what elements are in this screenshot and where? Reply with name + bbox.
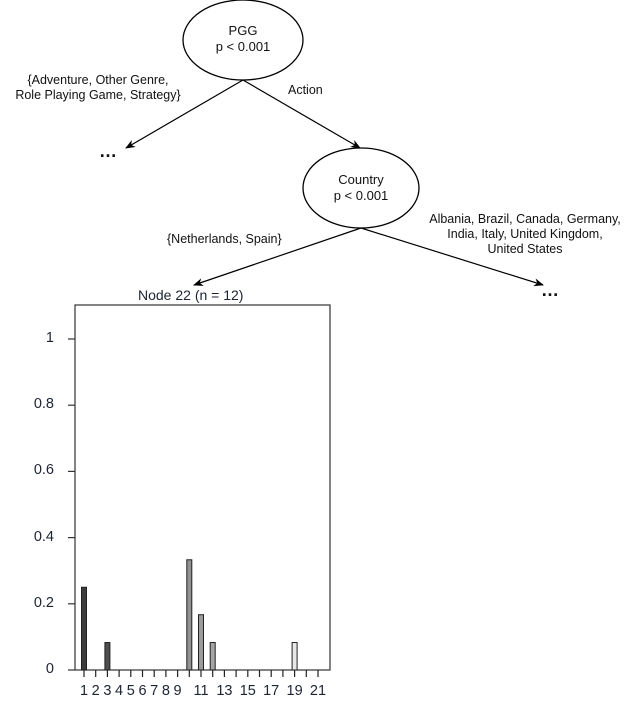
root-left-label-line1: {Adventure, Other Genre,: [27, 73, 169, 87]
y-tick-label: 0.8: [33, 396, 54, 413]
x-axis-ticks: [83, 670, 319, 677]
country-pvalue: p < 0.001: [333, 188, 389, 203]
y-tick-label: 0.4: [33, 528, 54, 545]
bar-category-11: [198, 614, 204, 671]
y-axis-ticks: [68, 338, 75, 671]
root-left-ellipsis: …: [99, 141, 119, 161]
country-right-label-line1: Albania, Brazil, Canada, Germany,: [429, 212, 621, 226]
root-left-label-line2: Role Playing Game, Strategy}: [15, 88, 181, 102]
x-tick-label: 2: [91, 683, 100, 699]
country-right-label-line2: India, Italy, United Kingdom,: [447, 227, 603, 241]
chart-bars: [81, 559, 298, 671]
x-tick-label: 4: [115, 683, 124, 699]
x-tick-label: 6: [138, 683, 147, 699]
edge-country-right: [360, 227, 544, 287]
x-tick-label: 13: [216, 683, 233, 699]
x-tick-label: 9: [173, 683, 182, 699]
root-pvalue: p < 0.001: [215, 39, 271, 54]
country-right-ellipsis: …: [541, 280, 561, 300]
bar-category-12: [209, 642, 216, 671]
x-tick-label: 21: [309, 683, 327, 699]
x-tick-label: 19: [286, 683, 303, 699]
country-right-edge-label: Albania, Brazil, Canada, Germany, India,…: [410, 212, 640, 257]
x-tick-label: 5: [126, 683, 135, 699]
y-tick-label: 1: [45, 330, 54, 346]
country-left-edge-label: {Netherlands, Spain}: [167, 232, 282, 246]
x-tick-label: 1: [79, 683, 89, 699]
edge-root-right: [242, 79, 361, 149]
x-tick-label: 7: [150, 683, 159, 699]
edge-country-left: [193, 227, 362, 286]
country-node-label: Country p < 0.001: [311, 172, 411, 204]
bar-category-3: [104, 642, 111, 671]
x-tick-label: 3: [103, 683, 112, 699]
chart-title: Node 22 (n = 12): [138, 287, 244, 303]
x-tick-label: 11: [193, 683, 209, 699]
root-right-edge-label: Action: [288, 83, 323, 97]
root-variable: PGG: [228, 23, 258, 38]
y-tick-label: 0: [45, 661, 54, 677]
root-node-label: PGG p < 0.001: [193, 23, 293, 55]
bar-category-19: [291, 642, 298, 671]
x-tick-label: 8: [161, 683, 170, 699]
x-tick-label: 17: [263, 683, 280, 699]
y-tick-label: 0.2: [33, 594, 54, 611]
country-variable: Country: [338, 172, 384, 187]
x-tick-label: 15: [239, 683, 256, 699]
country-right-label-line3: United States: [487, 242, 563, 256]
root-left-edge-label: {Adventure, Other Genre, Role Playing Ga…: [0, 73, 196, 103]
edge-root-left: [125, 79, 244, 149]
y-tick-label: 0.6: [33, 462, 54, 479]
bar-category-1: [81, 586, 87, 671]
bar-category-10: [186, 559, 193, 671]
